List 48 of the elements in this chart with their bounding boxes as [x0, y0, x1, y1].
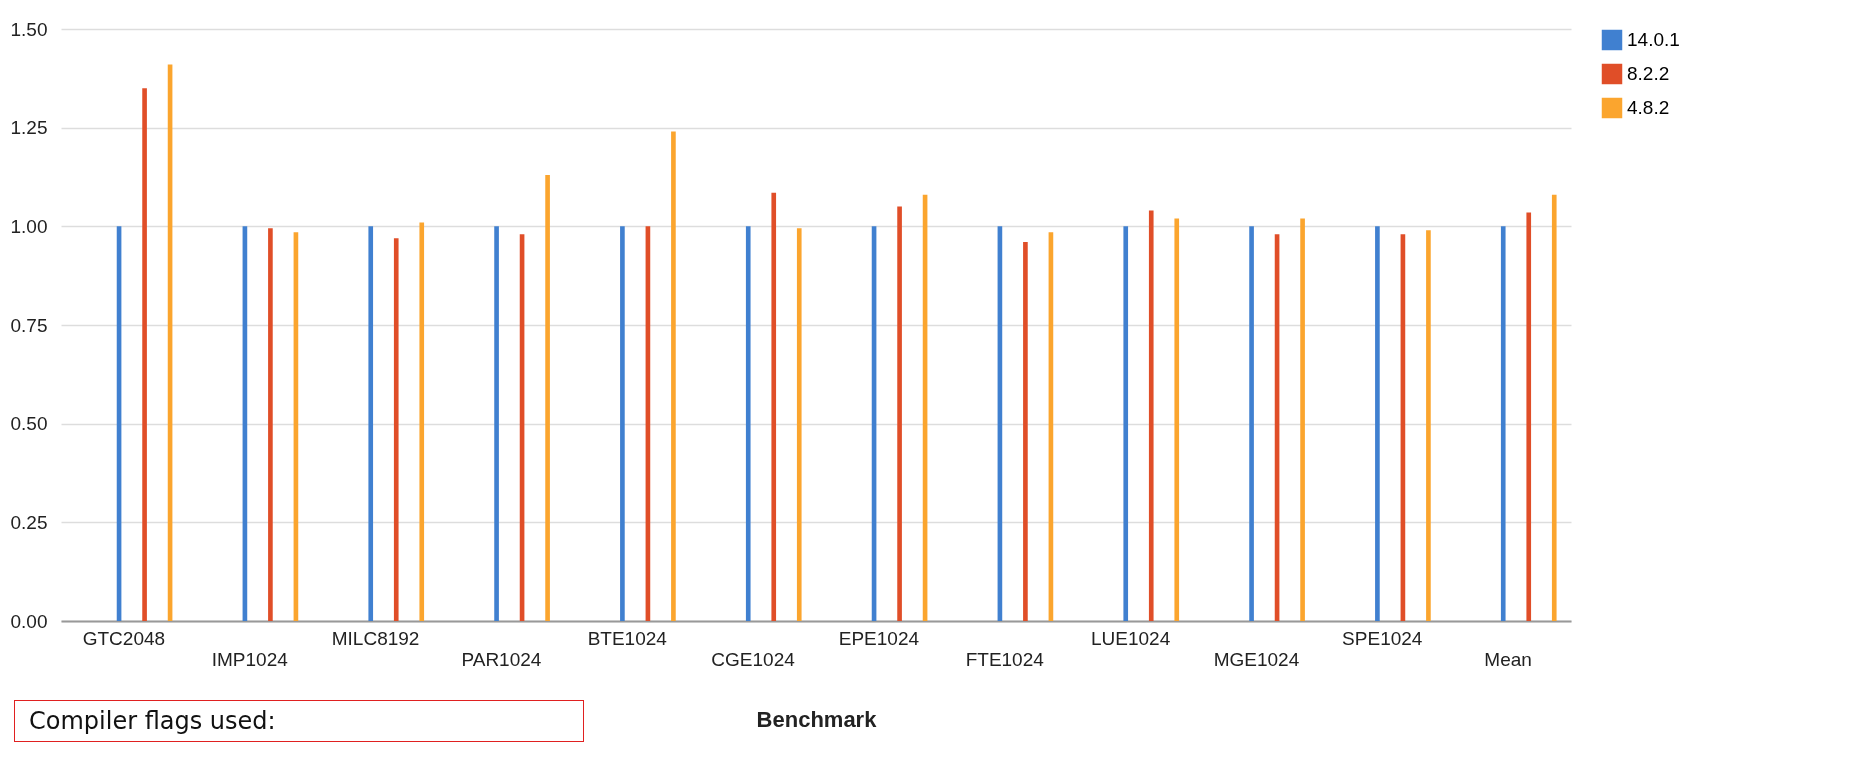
- bar: [545, 175, 550, 621]
- y-tick-label: 1.25: [10, 117, 48, 139]
- x-tick-label: PAR1024: [461, 648, 542, 670]
- x-tick-label: MILC8192: [331, 627, 420, 649]
- bar: [897, 206, 902, 621]
- bar: [1148, 210, 1154, 621]
- legend-label: 14.0.1: [1627, 29, 1680, 50]
- y-tick-label: 0.00: [10, 610, 48, 632]
- bar: [1174, 218, 1180, 621]
- legend-label: 4.8.2: [1627, 97, 1670, 118]
- bar: [1426, 230, 1431, 621]
- bar: [796, 228, 802, 621]
- x-tick-label: GTC2048: [82, 627, 166, 649]
- bar: [1551, 194, 1557, 621]
- x-tick-label: FTE1024: [965, 648, 1045, 670]
- y-tick-label: 0.50: [10, 413, 48, 435]
- bar: [771, 192, 777, 621]
- bar: [1526, 212, 1532, 621]
- legend-label: 8.2.2: [1627, 63, 1670, 84]
- bar: [419, 222, 425, 621]
- bar: [1249, 226, 1254, 621]
- bar: [1300, 218, 1305, 621]
- text: Compiler flags used:: [29, 707, 277, 735]
- bar: [368, 226, 374, 621]
- x-axis-title: Benchmark: [756, 706, 878, 732]
- bar: [745, 226, 751, 621]
- x-tick-label: CGE1024: [711, 648, 796, 670]
- y-tick-label: 0.75: [10, 314, 48, 336]
- bar: [1123, 226, 1129, 621]
- x-tick-label: MGE1024: [1213, 648, 1300, 670]
- x-tick-label: EPE1024: [838, 627, 920, 649]
- bar: [142, 88, 147, 621]
- y-tick-label: 1.00: [10, 215, 48, 237]
- x-tick-label: LUE1024: [1090, 627, 1171, 649]
- bar: [494, 226, 499, 621]
- x-tick-label: SPE1024: [1342, 627, 1423, 649]
- y-tick-label: 0.25: [10, 511, 48, 533]
- bar: [1023, 242, 1028, 621]
- bar: [620, 226, 625, 621]
- bar: [1500, 226, 1506, 621]
- bar: [1375, 226, 1380, 621]
- y-tick-label: 1.50: [10, 18, 48, 40]
- x-tick-label: IMP1024: [211, 648, 289, 670]
- bar: [671, 131, 676, 621]
- bar: [393, 238, 399, 621]
- bar: [268, 228, 273, 621]
- x-tick-label: BTE1024: [587, 627, 668, 649]
- x-tick-label: Mean: [1484, 648, 1532, 670]
